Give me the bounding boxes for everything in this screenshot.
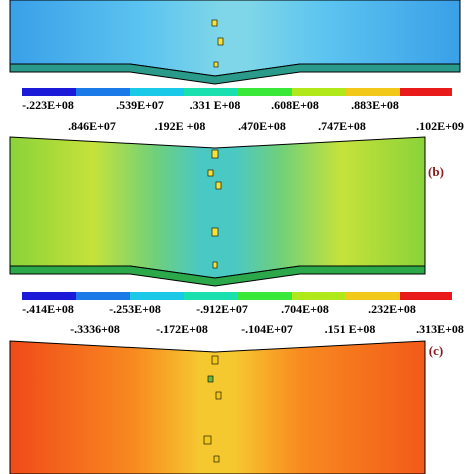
colorbar bbox=[22, 88, 452, 96]
colorbar-label: .883E+08 bbox=[351, 98, 399, 112]
colorbar bbox=[22, 292, 452, 300]
panel-c bbox=[9, 340, 426, 474]
colorbar-label: .232E+08 bbox=[368, 302, 416, 316]
colorbar-label: -.223E+08 bbox=[22, 98, 74, 112]
colorbar-label: .102E+09 bbox=[416, 119, 464, 133]
panel-a bbox=[9, 0, 461, 85]
colorbar-label: -.3336+08 bbox=[70, 322, 120, 336]
panel-label: (c) bbox=[429, 343, 443, 358]
colorbar-label: -.912E+07 bbox=[196, 302, 248, 316]
colorbar-label: .470E+08 bbox=[238, 119, 286, 133]
colorbar-label: .331 E+08 bbox=[190, 98, 241, 112]
panel-b bbox=[9, 136, 426, 287]
colorbar-label: -.104E+07 bbox=[241, 322, 293, 336]
colorbar-label: .192E +08 bbox=[155, 119, 206, 133]
panel-label: (b) bbox=[428, 164, 444, 179]
colorbar-label: .539E+07 bbox=[116, 98, 164, 112]
colorbar-label: .313E+08 bbox=[416, 322, 464, 336]
colorbar-label: -.253E+08 bbox=[109, 302, 161, 316]
colorbar-label: .704E+08 bbox=[281, 302, 329, 316]
colorbar-label: .846E+07 bbox=[68, 119, 116, 133]
colorbar-label: -.414E+08 bbox=[22, 302, 74, 316]
colorbar-label: .747E+08 bbox=[318, 119, 366, 133]
colorbar-label: .608E+08 bbox=[271, 98, 319, 112]
colorbar-label: .151 E+08 bbox=[325, 322, 376, 336]
colorbar-label: -.172E+08 bbox=[156, 322, 208, 336]
